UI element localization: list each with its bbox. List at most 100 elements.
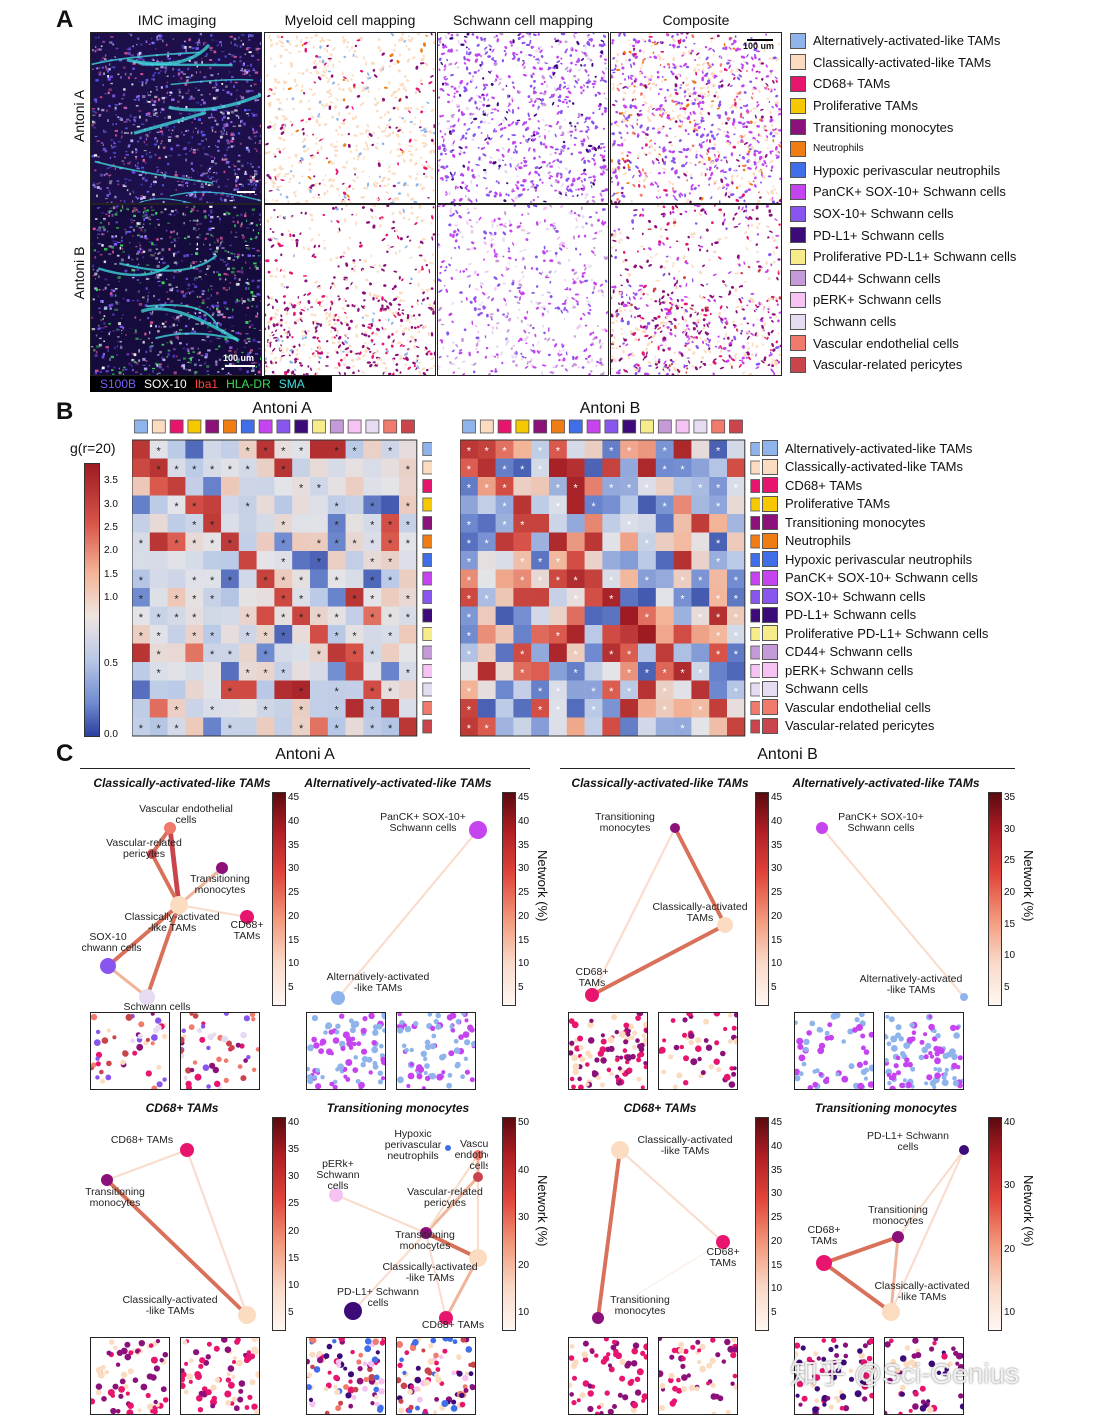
legend-item: CD68+ TAMs (790, 73, 1016, 95)
legend-label: Proliferative TAMs (813, 98, 918, 113)
legend-label: Transitioning monocytes (813, 120, 953, 135)
legend-item: Vascular endothelial cells (762, 698, 988, 717)
network-thumbnail (306, 1012, 386, 1090)
legend-label: Classically-activated-like TAMs (813, 55, 991, 70)
network-node-label: CD68+ TAMs (422, 1319, 484, 1331)
colorbar-tick: 1.0 (104, 592, 118, 603)
network-thumbnail (180, 1012, 260, 1090)
network-colorbar-tick: 5 (771, 1307, 777, 1318)
heatmap-row-swatch (423, 443, 432, 456)
network-thumbnail (90, 1337, 170, 1415)
legend-swatch (790, 335, 806, 351)
network-node (238, 1306, 256, 1324)
legend-item: Neutrophils (790, 138, 1016, 160)
network-node (717, 917, 733, 933)
network-thumbnail (180, 1337, 260, 1415)
network-edge (107, 1150, 187, 1180)
network-colorbar-tick: 25 (518, 887, 529, 898)
heatmap-row-swatch (751, 665, 760, 678)
heatmap-col-swatch (587, 420, 600, 433)
legend-label: CD44+ Schwann cells (785, 644, 913, 659)
heatmap-row-swatch (751, 554, 760, 567)
legend-label: PanCK+ SOX-10+ Schwann cells (813, 184, 1006, 199)
network-graph: Classically-activated-like TAMsCD68+TAMs… (560, 1115, 750, 1345)
network-node (592, 1312, 604, 1324)
legend-label: Classically-activated-like TAMs (785, 459, 963, 474)
row-header-antoni-a: Antoni A (71, 71, 87, 161)
legend-label: Hypoxic perivascular neutrophils (813, 163, 1000, 178)
legend-item: SOX-10+ Schwann cells (790, 203, 1016, 225)
network-thumbnail (884, 1012, 964, 1090)
heatmap-row-swatch (423, 517, 432, 530)
scale-bar (237, 191, 255, 193)
legend-swatch (790, 98, 806, 114)
legend-item: PanCK+ SOX-10+ Schwann cells (762, 569, 988, 588)
legend-item: Vascular-related pericytes (762, 717, 988, 736)
network-thumbnail (568, 1337, 648, 1415)
legend-label: Vascular-related pericytes (813, 357, 962, 372)
network-graph: PanCK+ SOX-10+Schwann cells Alternatively… (786, 790, 976, 1020)
legend-label: Proliferative PD-L1+ Schwann cells (813, 249, 1016, 264)
legend-item: Transitioning monocytes (790, 116, 1016, 138)
heatmap-row-swatch (751, 498, 760, 511)
network-node-label: PanCK+ SOX-10+Schwann cells (838, 811, 924, 834)
legend-item: SOX-10+ Schwann cells (762, 587, 988, 606)
heatmap-col-swatch (224, 420, 237, 433)
colorbar (84, 463, 100, 737)
heatmap-col-swatch (552, 420, 565, 433)
legend-item: Hypoxic perivascular neutrophils (790, 160, 1016, 182)
legend-item: CD44+ Schwann cells (762, 643, 988, 662)
heatmap-row-swatch (423, 554, 432, 567)
network-colorbar-tick: 5 (288, 1307, 294, 1318)
heatmap-row-swatch (751, 461, 760, 474)
network-node (960, 993, 968, 1001)
colorbar-tick: 3.0 (104, 499, 118, 510)
legend-item: Classically-activated-like TAMs (762, 458, 988, 477)
network-colorbar-tick: 10 (771, 1283, 782, 1294)
network-edge (592, 925, 725, 995)
network-colorbar-tick: 50 (518, 1117, 529, 1128)
legend-item: pERK+ Schwann cells (790, 289, 1016, 311)
legend-item: Schwann cells (790, 311, 1016, 333)
network-title: Alternatively-activated-like TAMs (298, 776, 498, 790)
network-colorbar-tick: 5 (771, 982, 777, 993)
network-node-label: Alternatively-activated-like TAMs (860, 973, 963, 996)
network-node-label: CD68+TAMs (808, 1224, 841, 1247)
network-colorbar (755, 792, 769, 1006)
legend-item: Vascular-related pericytes (790, 354, 1016, 376)
network-thumbnail (306, 1337, 386, 1415)
heatmap-row-swatch (751, 591, 760, 604)
colorbar-tick: 2.0 (104, 545, 118, 556)
network-node (816, 822, 828, 834)
legend-item: Proliferative TAMs (790, 95, 1016, 117)
legend-swatch (790, 33, 806, 49)
network-node-label: Classically-activated-like TAMs (874, 1280, 969, 1303)
colorbar-tick: 3.5 (104, 475, 118, 486)
heatmap-row-swatch (423, 646, 432, 659)
heatmap-row-swatch (423, 683, 432, 696)
network-colorbar-title: Network (%) (1021, 1175, 1036, 1247)
legend-item: Neutrophils (762, 532, 988, 551)
legend-swatch (762, 459, 778, 475)
network-colorbar-tick: 45 (771, 792, 782, 803)
col-header-imc: IMC imaging (92, 12, 262, 28)
network-graph: PanCK+ SOX-10+Schwann cellsAlternatively… (298, 790, 488, 1020)
heatmap-col-swatch (480, 420, 493, 433)
legend-swatch (762, 551, 778, 567)
heatmap-col-swatch (463, 420, 476, 433)
network-node (473, 1172, 483, 1182)
colorbar-tick: 2.5 (104, 522, 118, 533)
network-colorbar (755, 1117, 769, 1331)
network-edge (598, 1150, 620, 1318)
network-colorbar-tick: 10 (1004, 950, 1015, 961)
network-colorbar-tick: 10 (518, 1307, 529, 1318)
legend-swatch (790, 141, 806, 157)
